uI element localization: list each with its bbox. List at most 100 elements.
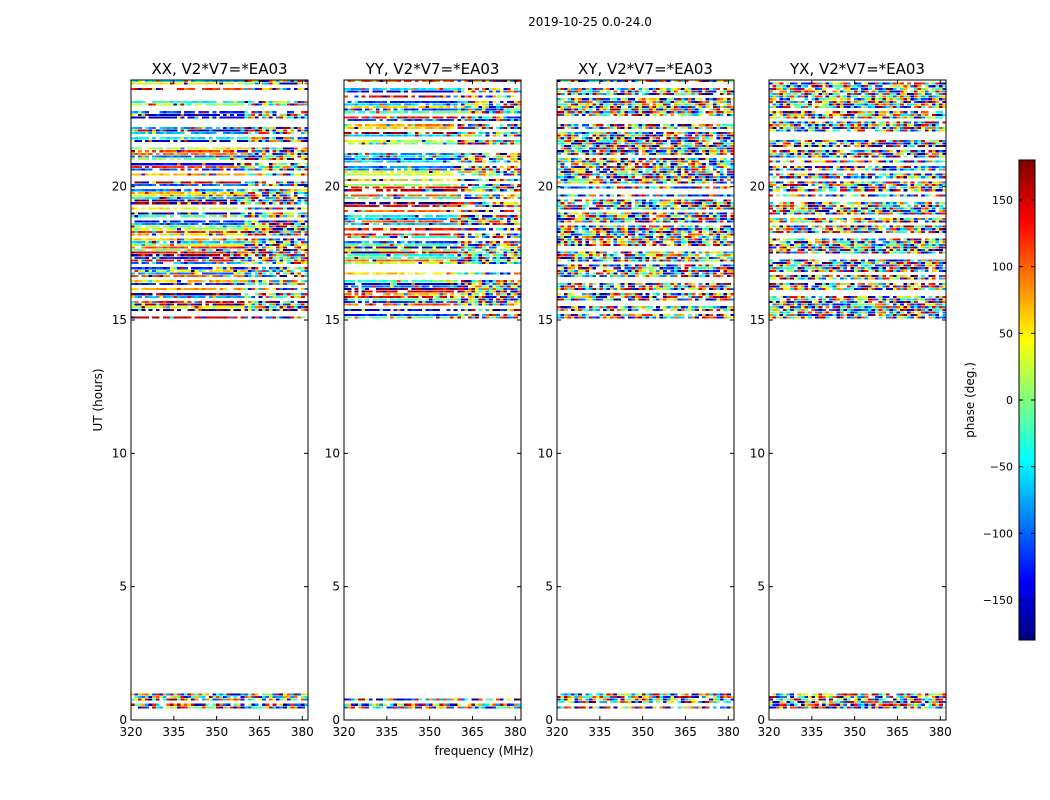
heatmap-cell [251,228,256,231]
heatmap-cell [372,95,377,98]
heatmap-cell [265,139,270,142]
heatmap-cell [173,228,178,231]
heatmap-cell [397,706,401,709]
heatmap-cell [499,186,504,189]
heatmap-cell [145,301,149,304]
heatmap-cell [499,139,504,142]
heatmap-cell [169,103,174,106]
heatmap-cell [184,233,188,236]
heatmap-cell [162,215,167,218]
heatmap-cell [372,223,377,226]
heatmap-cell [159,82,164,85]
heatmap-cell [162,241,167,244]
heatmap-cell [166,82,171,85]
heatmap-cell [159,215,164,218]
heatmap-cell [233,207,238,210]
heatmap-cell [297,295,302,298]
heatmap-cell [425,217,430,220]
heatmap-cell [492,184,497,187]
heatmap-cell [205,147,210,150]
heatmap-cell [390,228,394,231]
heatmap-cell [439,703,444,706]
heatmap-cell [428,210,433,213]
heatmap-cell [279,275,284,278]
heatmap-cell [208,158,213,161]
heatmap-cell [230,215,234,218]
heatmap-cell [152,238,157,241]
heatmap-cell [382,210,387,213]
heatmap-cell [450,173,455,176]
heatmap-cell [276,288,280,291]
heatmap-cell [279,158,284,161]
heatmap-cell [506,168,511,171]
heatmap-cell [194,262,199,265]
heatmap-cell [261,233,266,236]
heatmap-cell [503,233,508,236]
heatmap-cell [300,269,305,272]
heatmap-cell [251,197,256,200]
heatmap-cell [145,220,149,223]
heatmap-cell [513,223,518,226]
heatmap-cell [496,155,501,158]
heatmap-cell [201,100,206,103]
heatmap-cell [223,191,227,194]
heatmap-cell [148,238,153,241]
heatmap-cell [393,178,398,181]
heatmap-cell [446,95,451,98]
heatmap-cell [517,116,522,119]
heatmap-cell [177,197,181,200]
heatmap-cell [169,706,174,709]
heatmap-cell [265,207,270,210]
heatmap-cell [474,228,479,231]
heatmap-cell [375,210,380,213]
heatmap-cell [354,139,359,142]
heatmap-cell [421,165,426,168]
heatmap-cell [513,215,518,218]
heatmap-cell [344,126,348,129]
heatmap-cell [489,215,493,218]
heatmap-cell [276,282,280,285]
heatmap-cell [191,259,196,262]
y-tick-label: 15 [112,313,127,327]
heatmap-cell [414,100,419,103]
heatmap-cell [152,116,157,119]
heatmap-cell [428,194,433,197]
heatmap-cell [244,111,249,114]
heatmap-cell [272,267,277,270]
heatmap-cell [166,230,171,233]
heatmap-cell [503,80,508,83]
heatmap-cell [212,163,217,166]
heatmap-cell [404,173,409,176]
heatmap-cell [198,293,203,296]
heatmap-cell [432,698,437,701]
heatmap-cell [457,80,462,83]
heatmap-cell [169,80,174,83]
heatmap-cell [212,207,217,210]
heatmap-cell [293,113,298,116]
heatmap-cell [269,280,273,283]
heatmap-cell [506,202,511,205]
heatmap-cell [173,132,178,135]
heatmap-cell [446,152,451,155]
heatmap-cell [411,108,416,111]
heatmap-cell [290,184,295,187]
heatmap-cell [152,282,157,285]
heatmap-cell [201,249,206,252]
heatmap-cell [297,103,302,106]
heatmap-cell [489,171,493,174]
heatmap-cell [155,139,160,142]
heatmap-cell [244,87,249,90]
heatmap-cell [351,152,355,155]
heatmap-cell [223,82,227,85]
heatmap-cell [141,116,146,119]
heatmap-cell [344,111,348,114]
heatmap-cell [414,215,419,218]
heatmap-cell [375,223,380,226]
heatmap-cell [269,129,273,132]
heatmap-cell [368,103,373,106]
heatmap-cell [411,124,416,127]
heatmap-cell [269,116,273,119]
heatmap-cell [492,189,497,192]
heatmap-cell [223,280,227,283]
heatmap-cell [368,204,373,207]
